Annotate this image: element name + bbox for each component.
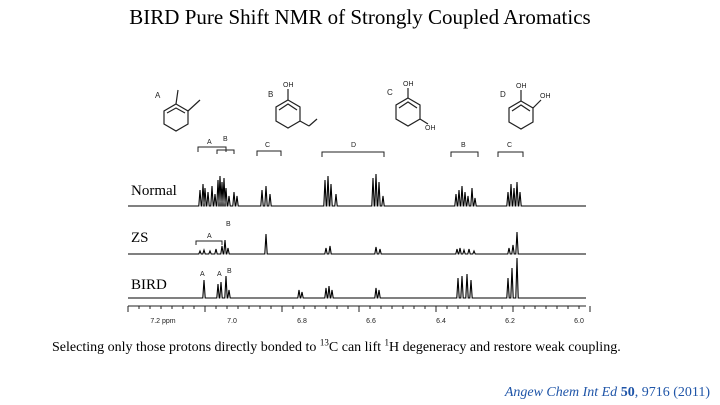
axis-tick-label: 6.0 xyxy=(574,318,584,325)
molecule-c xyxy=(395,88,429,127)
trace-label-normal: Normal xyxy=(131,183,177,199)
caption-sup-13: 13 xyxy=(319,337,329,348)
molecule-label-b: B xyxy=(268,90,273,99)
spectrum-normal xyxy=(128,173,586,207)
axis-tick-label: 7.0 xyxy=(227,318,237,325)
bracket-label-b2: B xyxy=(461,142,466,149)
axis-tick-label: 6.2 xyxy=(505,318,515,325)
spectrum-bird xyxy=(128,257,586,299)
bird-label-a2: A xyxy=(217,271,222,278)
molecule-d-oh-top: OH xyxy=(516,83,527,90)
group-brackets xyxy=(197,146,524,157)
spectrum-zs xyxy=(128,231,586,255)
molecule-c-oh-top: OH xyxy=(403,81,414,88)
molecule-label-d: D xyxy=(500,90,506,99)
bracket-label-a: A xyxy=(207,139,212,146)
caption-sup-1: 1 xyxy=(384,337,390,348)
bracket-label-c: C xyxy=(265,142,270,149)
slide-title: BIRD Pure Shift NMR of Strongly Coupled … xyxy=(129,5,591,29)
bird-label-b: B xyxy=(227,268,232,275)
citation-pages: , 9716 (2011) xyxy=(634,385,710,400)
axis-tick-label: 6.8 xyxy=(297,318,307,325)
caption-part2: C can lift xyxy=(328,340,385,355)
molecule-d-oh-right: OH xyxy=(540,93,551,100)
caption-part1: Selecting only those protons directly bo… xyxy=(52,340,320,355)
molecule-d xyxy=(508,90,542,130)
axis-tick-label: 6.4 xyxy=(436,318,446,325)
trace-label-zs: ZS xyxy=(131,230,149,246)
citation-journal: Angew Chem Int Ed xyxy=(504,385,618,400)
zs-label-b: B xyxy=(226,221,231,228)
molecule-label-a: A xyxy=(155,91,161,100)
axis-tick-label: 6.6 xyxy=(366,318,376,325)
trace-label-bird: BIRD xyxy=(131,277,167,293)
citation[interactable]: Angew Chem Int Ed 50, 9716 (2011) xyxy=(505,384,710,401)
molecule-a xyxy=(163,89,201,132)
molecule-c-oh-bottom: OH xyxy=(425,125,436,132)
axis-tick-label: 7.2 ppm xyxy=(150,318,175,325)
ppm-axis: 7.2 ppm 7.0 6.8 6.6 6.4 6.2 6.0 xyxy=(127,305,591,325)
bracket-label-b: B xyxy=(223,136,228,143)
molecule-b xyxy=(275,89,318,129)
caption-part3: H degeneracy and restore weak coupling. xyxy=(389,340,621,355)
zs-bracket xyxy=(195,240,223,245)
molecule-b-oh: OH xyxy=(283,82,294,89)
zs-label-a: A xyxy=(207,233,212,240)
bracket-label-c2: C xyxy=(507,142,512,149)
caption: Selecting only those protons directly bo… xyxy=(52,337,692,357)
citation-volume: 50 xyxy=(620,385,635,400)
bird-label-a1: A xyxy=(200,271,205,278)
molecule-label-c: C xyxy=(387,88,393,97)
bracket-label-d: D xyxy=(351,142,356,149)
